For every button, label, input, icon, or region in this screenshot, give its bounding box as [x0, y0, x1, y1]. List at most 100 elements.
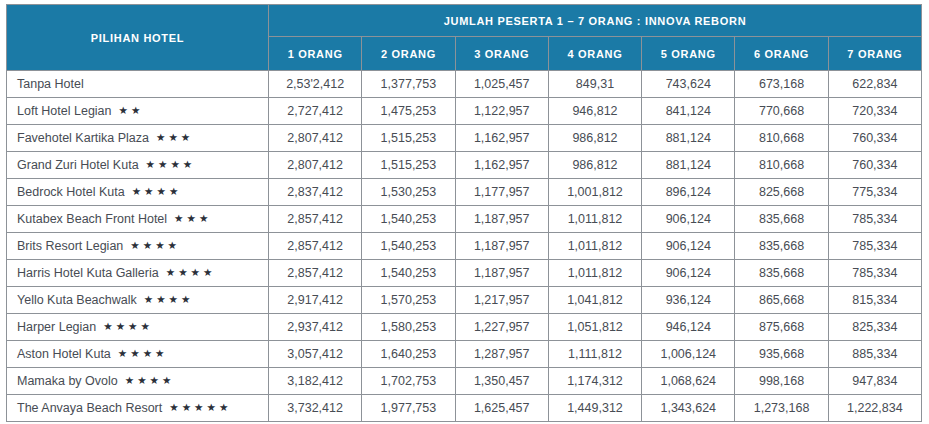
table-row: Loft Hotel Legian★★2,727,4121,475,2531,1… [7, 98, 922, 125]
hotel-name-cell: Yello Kuta Beachwalk★★★★ [7, 287, 269, 314]
hotel-name: Kutabex Beach Front Hotel [17, 212, 167, 226]
hotel-name: Brits Resort Legian [17, 239, 123, 253]
price-cell: 1,350,457 [455, 368, 548, 395]
price-cell: 946,124 [642, 314, 735, 341]
table-header: PILIHAN HOTEL JUMLAH PESERTA 1 – 7 ORANG… [7, 5, 922, 71]
price-cell: 998,168 [735, 368, 828, 395]
price-cell: 1,187,957 [455, 206, 548, 233]
price-cell: 906,124 [642, 233, 735, 260]
col-header-5-orang: 5 ORANG [642, 37, 735, 71]
price-cell: 1,011,812 [548, 260, 641, 287]
hotel-name: Favehotel Kartika Plaza [17, 131, 149, 145]
price-cell: 810,668 [735, 152, 828, 179]
hotel-name-cell: Bedrock Hotel Kuta ★★★★ [7, 179, 269, 206]
price-cell: 1,515,253 [362, 125, 455, 152]
price-cell: 1,515,253 [362, 152, 455, 179]
hotel-name-cell: Loft Hotel Legian ★★ [7, 98, 269, 125]
hotel-name: Bedrock Hotel Kuta [17, 185, 125, 199]
price-cell: 1,162,957 [455, 125, 548, 152]
price-cell: 1,702,753 [362, 368, 455, 395]
table-row: Tanpa Hotel2,53'2,4121,377,7531,025,4578… [7, 71, 922, 98]
price-cell: 885,334 [828, 341, 921, 368]
table-row: Mamaka by Ovolo★★★★3,182,4121,702,7531,3… [7, 368, 922, 395]
hotel-name-cell: The Anvaya Beach Resort ★★★★★ [7, 395, 269, 422]
hotel-name-cell: Favehotel Kartika Plaza ★★★ [7, 125, 269, 152]
hotel-name: Aston Hotel Kuta [17, 347, 111, 361]
price-cell: 1,377,753 [362, 71, 455, 98]
hotel-name-cell: Tanpa Hotel [7, 71, 269, 98]
price-cell: 743,624 [642, 71, 735, 98]
price-cell: 906,124 [642, 206, 735, 233]
hotel-name: Harris Hotel Kuta Galleria [17, 266, 159, 280]
price-cell: 1,162,957 [455, 152, 548, 179]
price-cell: 906,124 [642, 260, 735, 287]
price-cell: 720,334 [828, 98, 921, 125]
col-header-3-orang: 3 ORANG [455, 37, 548, 71]
price-cell: 835,668 [735, 260, 828, 287]
price-cell: 1,187,957 [455, 260, 548, 287]
price-cell: 2,857,412 [269, 233, 362, 260]
star-rating-icon: ★★★★ [125, 374, 175, 386]
price-cell: 1,011,812 [548, 206, 641, 233]
star-rating-icon: ★★ [119, 104, 144, 116]
table-row: Harper Legian★★★★2,937,4121,580,2531,227… [7, 314, 922, 341]
col-header-6-orang: 6 ORANG [735, 37, 828, 71]
col-header-1-orang: 1 ORANG [269, 37, 362, 71]
star-rating-icon: ★★★ [174, 212, 211, 224]
price-cell: 673,168 [735, 71, 828, 98]
hotel-name: The Anvaya Beach Resort [17, 401, 162, 415]
col-header-7-orang: 7 ORANG [828, 37, 921, 71]
table-row: Favehotel Kartika Plaza★★★2,807,4121,515… [7, 125, 922, 152]
price-cell: 815,334 [828, 287, 921, 314]
price-cell: 2,917,412 [269, 287, 362, 314]
star-rating-icon: ★★★ [156, 131, 193, 143]
table-row: Bedrock Hotel Kuta ★★★★ 2,837,4121,530,253… [7, 179, 922, 206]
group-header-title: JUMLAH PESERTA 1 – 7 ORANG : INNOVA REBO… [269, 5, 922, 37]
star-rating-icon: ★★★★ [132, 185, 182, 197]
table-row: Harris Hotel Kuta Galleria★★★★2,857,412 1… [7, 260, 922, 287]
price-cell: 2,837,412 [269, 179, 362, 206]
star-rating-icon: ★★★★★ [169, 401, 231, 413]
price-cell: 785,334 [828, 233, 921, 260]
price-cell: 2,53'2,412 [269, 71, 362, 98]
price-cell: 2,857,412 [269, 206, 362, 233]
hotel-name-cell: Kutabex Beach Front Hotel ★★★ [7, 206, 269, 233]
price-cell: 825,334 [828, 314, 921, 341]
price-cell: 946,812 [548, 98, 641, 125]
hotel-name: Harper Legian [17, 320, 96, 334]
price-cell: 935,668 [735, 341, 828, 368]
hotel-name-cell: Grand Zuri Hotel Kuta★★★★ [7, 152, 269, 179]
hotel-name-cell: Aston Hotel Kuta★★★★ [7, 341, 269, 368]
star-rating-icon: ★★★★ [144, 293, 194, 305]
price-cell: 1,530,253 [362, 179, 455, 206]
price-cell: 936,124 [642, 287, 735, 314]
price-cell: 1,187,957 [455, 233, 548, 260]
price-cell: 1,640,253 [362, 341, 455, 368]
price-cell: 1,540,253 [362, 233, 455, 260]
price-cell: 896,124 [642, 179, 735, 206]
price-cell: 1,025,457 [455, 71, 548, 98]
hotel-price-table-container: PILIHAN HOTEL JUMLAH PESERTA 1 – 7 ORANG… [6, 4, 922, 420]
price-cell: 1,122,957 [455, 98, 548, 125]
price-cell: 2,937,412 [269, 314, 362, 341]
table-row: Kutabex Beach Front Hotel★★★2,857,4121,5… [7, 206, 922, 233]
price-cell: 875,668 [735, 314, 828, 341]
price-cell: 2,857,412 [269, 260, 362, 287]
price-cell: 760,334 [828, 125, 921, 152]
hotel-name-cell: Brits Resort Legian★★★★ [7, 233, 269, 260]
price-cell: 3,182,412 [269, 368, 362, 395]
price-cell: 986,812 [548, 125, 641, 152]
table-row: The Anvaya Beach Resort★★★★★3,732,4121,9… [7, 395, 922, 422]
price-cell: 1,977,753 [362, 395, 455, 422]
price-cell: 881,124 [642, 125, 735, 152]
price-cell: 785,334 [828, 206, 921, 233]
hotel-name-cell: Harris Hotel Kuta Galleria★★★★ [7, 260, 269, 287]
star-rating-icon: ★★★★ [146, 158, 196, 170]
price-cell: 760,334 [828, 152, 921, 179]
hotel-name: Loft Hotel Legian [17, 104, 112, 118]
price-cell: 986,812 [548, 152, 641, 179]
hotel-name: Tanpa Hotel [17, 77, 84, 91]
table-row: Brits Resort Legian★★★★2,857,4121,540,25… [7, 233, 922, 260]
price-cell: 835,668 [735, 206, 828, 233]
price-cell: 622,834 [828, 71, 921, 98]
